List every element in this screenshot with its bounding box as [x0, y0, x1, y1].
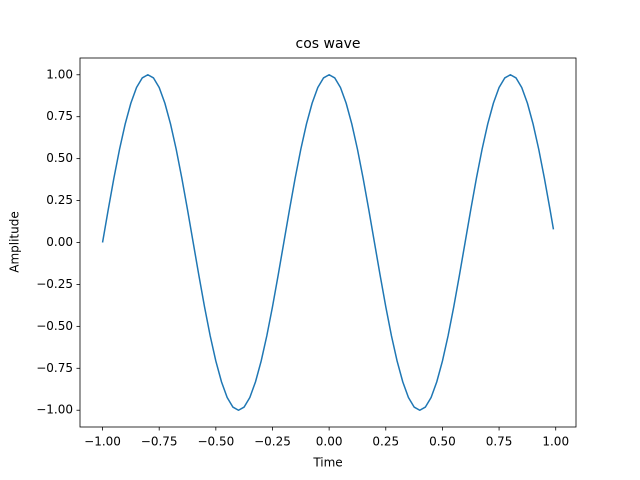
x-tick-label: −0.50 [197, 435, 234, 449]
chart-title: cos wave [296, 36, 361, 52]
y-tick-label: 1.00 [46, 67, 73, 81]
y-tick-label: 0.50 [46, 151, 73, 165]
y-tick-label: −0.50 [36, 319, 73, 333]
x-tick-label: 0.75 [486, 435, 513, 449]
x-tick-label: −0.25 [254, 435, 291, 449]
y-tick-label: −0.25 [36, 277, 73, 291]
y-tick-label: −0.75 [36, 361, 73, 375]
y-tick-label: 0.25 [46, 193, 73, 207]
x-axis-label: Time [312, 456, 342, 470]
x-tick-label: −0.75 [141, 435, 178, 449]
y-tick-label: 0.75 [46, 109, 73, 123]
x-tick-label: 0.50 [429, 435, 456, 449]
x-tick-label: 1.00 [542, 435, 569, 449]
x-tick-label: 0.00 [316, 435, 343, 449]
plot-frame [79, 57, 577, 428]
y-axis-label: Amplitude [8, 211, 22, 273]
line-series [101, 74, 555, 411]
y-tick-label: 0.00 [46, 235, 73, 249]
y-tick-label: −1.00 [36, 403, 73, 417]
x-tick-label: −1.00 [84, 435, 121, 449]
x-tick-label: 0.25 [372, 435, 399, 449]
